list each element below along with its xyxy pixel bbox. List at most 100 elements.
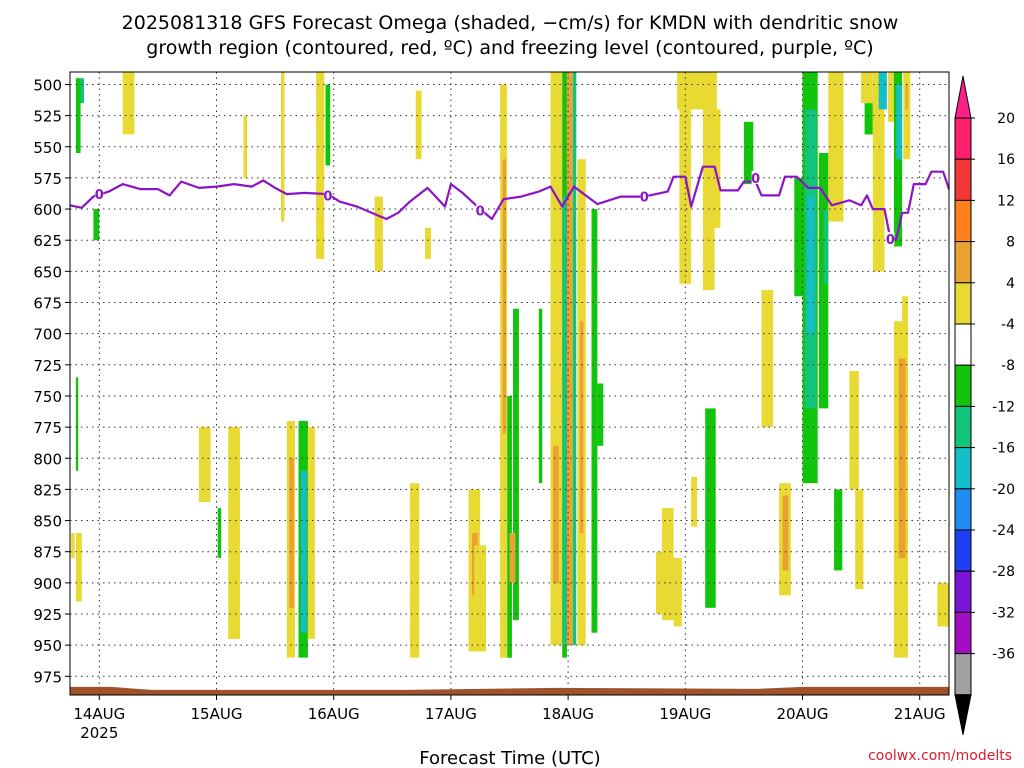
omega-patch bbox=[228, 427, 240, 639]
omega-patch bbox=[509, 533, 516, 583]
omega-patch bbox=[513, 308, 519, 621]
colorbar-swatch bbox=[954, 323, 972, 366]
colorbar-swatch bbox=[954, 241, 972, 284]
grid-lines bbox=[70, 72, 949, 695]
terrain-band bbox=[70, 686, 949, 695]
credit-text: coolwx.com/modelts bbox=[868, 748, 1012, 764]
plot-area: 0 0 0 0 0 0 bbox=[69, 71, 951, 696]
colorbar-swatch bbox=[954, 282, 972, 325]
omega-patch bbox=[834, 489, 843, 571]
omega-patch bbox=[855, 489, 864, 590]
colorbar-label: -8 bbox=[1001, 358, 1015, 374]
omega-patch bbox=[591, 209, 598, 633]
y-tick-label: 675 bbox=[33, 295, 62, 313]
x-tick-label: 17AUG bbox=[425, 705, 477, 723]
terrain-fill bbox=[70, 686, 949, 695]
colorbar-top-arrow bbox=[954, 75, 972, 119]
freezing-level-label: 0 bbox=[751, 172, 760, 187]
omega-patch bbox=[243, 115, 247, 178]
y-tick-label: 975 bbox=[33, 668, 62, 686]
freezing-level-contour: 0 0 0 0 0 0 bbox=[69, 165, 951, 248]
omega-patch bbox=[661, 508, 674, 621]
omega-patch bbox=[300, 470, 307, 633]
x-tick-sublabel: 2025 bbox=[80, 724, 118, 742]
omega-patch bbox=[673, 557, 682, 627]
omega-patch bbox=[507, 396, 512, 658]
freezing-label-bg bbox=[95, 187, 104, 201]
omega-patch bbox=[896, 84, 903, 160]
colorbar-bottom-arrow bbox=[954, 694, 972, 735]
omega-patch bbox=[538, 308, 543, 484]
omega-patch bbox=[502, 159, 506, 434]
omega-patch bbox=[888, 72, 894, 122]
colorbar-swatch bbox=[954, 117, 972, 160]
omega-patch bbox=[217, 508, 222, 558]
y-tick-label: 825 bbox=[33, 481, 62, 499]
freezing-level-label: 0 bbox=[323, 189, 332, 204]
colorbar-swatch bbox=[954, 158, 972, 201]
omega-patch bbox=[93, 209, 100, 241]
colorbar-label: -28 bbox=[992, 564, 1015, 580]
colorbar-label: -24 bbox=[992, 523, 1015, 539]
x-axis-title: Forecast Time (UTC) bbox=[419, 748, 600, 768]
x-tick-label: 16AUG bbox=[308, 705, 360, 723]
y-tick-label: 850 bbox=[33, 513, 62, 531]
y-tick-label: 900 bbox=[33, 575, 62, 593]
colorbar-swatch bbox=[954, 570, 972, 613]
omega-patch bbox=[281, 72, 285, 222]
omega-patch bbox=[878, 72, 887, 110]
y-tick-label: 800 bbox=[33, 450, 62, 468]
omega-patch bbox=[861, 72, 873, 104]
colorbar-label: -12 bbox=[992, 399, 1015, 415]
omega-patch bbox=[691, 476, 698, 527]
colorbar-swatch bbox=[954, 529, 972, 572]
colorbar-label: -20 bbox=[992, 482, 1015, 498]
omega-patch bbox=[71, 533, 75, 558]
x-tick-label: 21AUG bbox=[894, 705, 946, 723]
omega-patch bbox=[122, 72, 135, 135]
y-tick-label: 750 bbox=[33, 388, 62, 406]
omega-patch bbox=[937, 582, 949, 627]
y-tick-label: 650 bbox=[33, 263, 62, 281]
omega-patch bbox=[872, 72, 885, 272]
omega-patch bbox=[677, 72, 717, 110]
colorbar-label: 20 bbox=[997, 111, 1015, 127]
omega-patch bbox=[425, 227, 431, 259]
y-tick-label: 500 bbox=[33, 76, 62, 94]
x-tick-label: 19AUG bbox=[659, 705, 711, 723]
freezing-label-bg bbox=[640, 189, 649, 203]
omega-patch bbox=[566, 72, 573, 646]
omega-patch bbox=[898, 358, 906, 558]
omega-patch bbox=[597, 383, 604, 446]
freezing-level-label: 0 bbox=[640, 191, 649, 206]
omega-shading bbox=[71, 72, 949, 658]
y-tick-label: 875 bbox=[33, 544, 62, 562]
y-axis: 500 525 550 575 600 625 650 675 700 725 750 775 800 8… bbox=[33, 76, 70, 686]
y-tick-label: 575 bbox=[33, 170, 62, 188]
colorbar-label: 16 bbox=[997, 152, 1015, 168]
omega-patch bbox=[198, 427, 211, 502]
y-tick-label: 775 bbox=[33, 419, 62, 437]
omega-patch bbox=[572, 72, 577, 646]
omega-patch bbox=[80, 78, 84, 104]
omega-patch bbox=[550, 72, 563, 646]
omega-patch bbox=[807, 196, 815, 334]
colorbar-swatch bbox=[954, 447, 972, 490]
omega-patch bbox=[552, 445, 559, 583]
colorbar-swatch bbox=[954, 611, 972, 655]
x-tick-label: 14AUG bbox=[73, 705, 125, 723]
omega-patch bbox=[75, 533, 82, 602]
omega-patch bbox=[782, 495, 789, 571]
omega-patch bbox=[794, 177, 803, 297]
freezing-level-label: 0 bbox=[886, 233, 895, 248]
freezing-level-label: 0 bbox=[95, 188, 104, 203]
omega-patch bbox=[864, 103, 873, 135]
omega-patch bbox=[289, 458, 294, 608]
colorbar-swatch bbox=[954, 364, 972, 407]
colorbar-label: 12 bbox=[997, 193, 1015, 209]
omega-patch bbox=[307, 427, 315, 639]
y-tick-label: 525 bbox=[33, 108, 62, 126]
colorbar-label: 4 bbox=[1006, 276, 1015, 292]
y-tick-label: 950 bbox=[33, 637, 62, 655]
freezing-level-line bbox=[69, 165, 951, 241]
